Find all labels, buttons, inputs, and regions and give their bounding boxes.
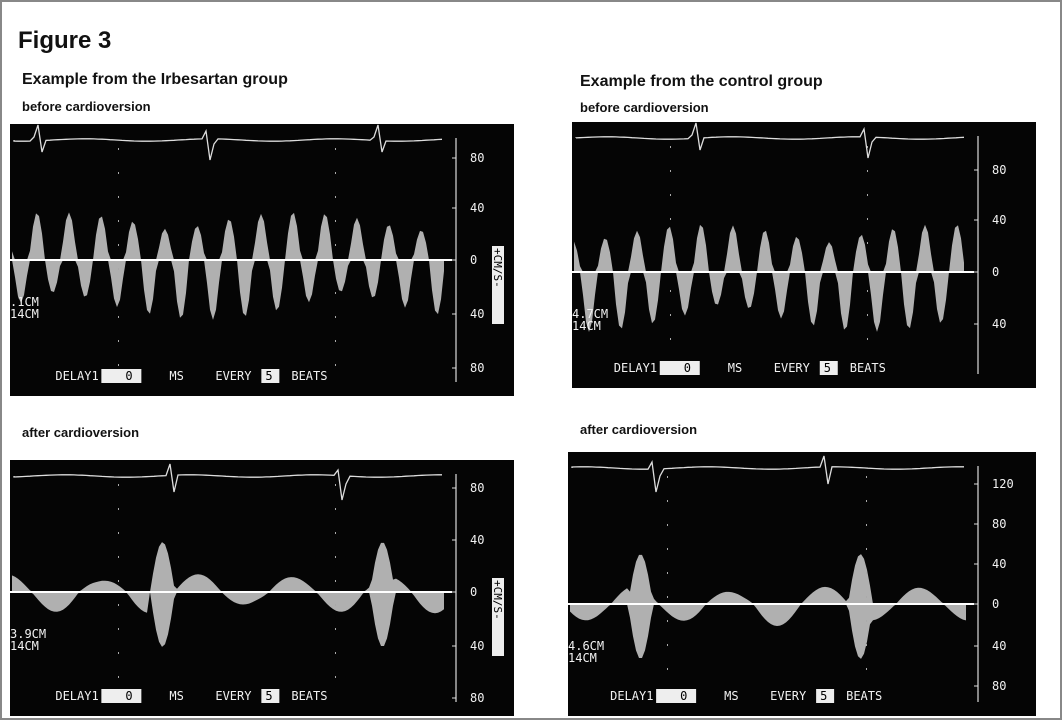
footer-text: EVERY	[774, 361, 811, 375]
flow-envelope	[574, 224, 964, 332]
setting-box	[101, 689, 142, 703]
setting-box	[659, 361, 700, 375]
footer-text: EVERY	[770, 689, 807, 703]
scale-label: 80	[992, 163, 1006, 177]
footer-text: DELAY1	[610, 689, 653, 703]
depth-label: .1CM	[10, 295, 39, 309]
setting-box	[656, 689, 697, 703]
depth-label: 14CM	[572, 319, 601, 333]
ecg-trace	[13, 463, 442, 501]
group-title: Example from the control group	[580, 73, 823, 90]
panel-label: before cardioversion	[22, 99, 151, 114]
figure-title: Figure 3	[18, 27, 111, 54]
scale-label: 40	[470, 307, 484, 321]
panel-label: after cardioversion	[580, 422, 697, 437]
footer-text: BEATS	[846, 689, 882, 703]
footer-text: EVERY	[215, 369, 252, 383]
setting-box	[261, 369, 280, 383]
panel-label: after cardioversion	[22, 425, 139, 440]
footer-text: MS	[724, 689, 738, 703]
scale-label: 0	[992, 597, 999, 611]
scale-label: 0	[470, 253, 477, 267]
flow-envelope	[12, 542, 444, 647]
flow-envelope	[570, 554, 966, 659]
footer-text: 0	[125, 369, 132, 383]
depth-label: 3.9CM	[10, 627, 46, 641]
footer-text: EVERY	[215, 689, 252, 703]
footer-text: DELAY1	[614, 361, 657, 375]
ecg-trace	[575, 122, 965, 159]
setting-box	[101, 369, 142, 383]
ecg-trace	[571, 455, 964, 493]
depth-label: 4.7CM	[572, 307, 608, 321]
scale-label: 40	[992, 639, 1006, 653]
depth-label: 14CM	[10, 639, 39, 653]
group-title: Example from the Irbesartan group	[22, 71, 288, 88]
scale-label: 80	[992, 679, 1006, 693]
footer-text: DELAY1	[55, 689, 98, 703]
units-box	[492, 246, 504, 324]
scale-label: 40	[470, 639, 484, 653]
scale-label: 0	[470, 585, 477, 599]
setting-box	[261, 689, 280, 703]
scale-label: 120	[992, 477, 1014, 491]
scale-label: 40	[470, 201, 484, 215]
depth-label: 14CM	[10, 307, 39, 321]
scale-label: 80	[470, 151, 484, 165]
flow-envelope	[12, 212, 444, 320]
setting-box	[819, 361, 838, 375]
depth-label: 14CM	[568, 651, 597, 665]
scale-label: 0	[992, 265, 999, 279]
footer-text: 0	[684, 361, 691, 375]
footer-text: BEATS	[850, 361, 886, 375]
scale-label: 40	[992, 557, 1006, 571]
footer-text: 5	[265, 369, 272, 383]
footer-text: BEATS	[291, 369, 327, 383]
scale-label: 80	[992, 517, 1006, 531]
footer-text: 5	[824, 361, 831, 375]
footer-text: 5	[265, 689, 272, 703]
footer-text: DELAY1	[55, 369, 98, 383]
footer-text: 5	[820, 689, 827, 703]
panel-label: before cardioversion	[580, 100, 709, 115]
scale-label: 40	[470, 533, 484, 547]
scale-label: 80	[470, 481, 484, 495]
scale-label: 40	[992, 317, 1006, 331]
footer-text: MS	[728, 361, 742, 375]
scale-label: 80	[470, 361, 484, 375]
scale-label: 40	[992, 213, 1006, 227]
footer-text: BEATS	[291, 689, 327, 703]
footer-text: MS	[169, 689, 183, 703]
scale-label: 80	[470, 691, 484, 705]
footer-text: 0	[125, 689, 132, 703]
setting-box	[816, 689, 835, 703]
units-box	[492, 578, 504, 656]
units-label: +CM/S-	[491, 248, 504, 288]
depth-label: 4.6CM	[568, 639, 604, 653]
footer-text: MS	[169, 369, 183, 383]
ecg-trace	[13, 124, 443, 161]
footer-text: 0	[680, 689, 687, 703]
units-label: +CM/S-	[491, 580, 504, 620]
